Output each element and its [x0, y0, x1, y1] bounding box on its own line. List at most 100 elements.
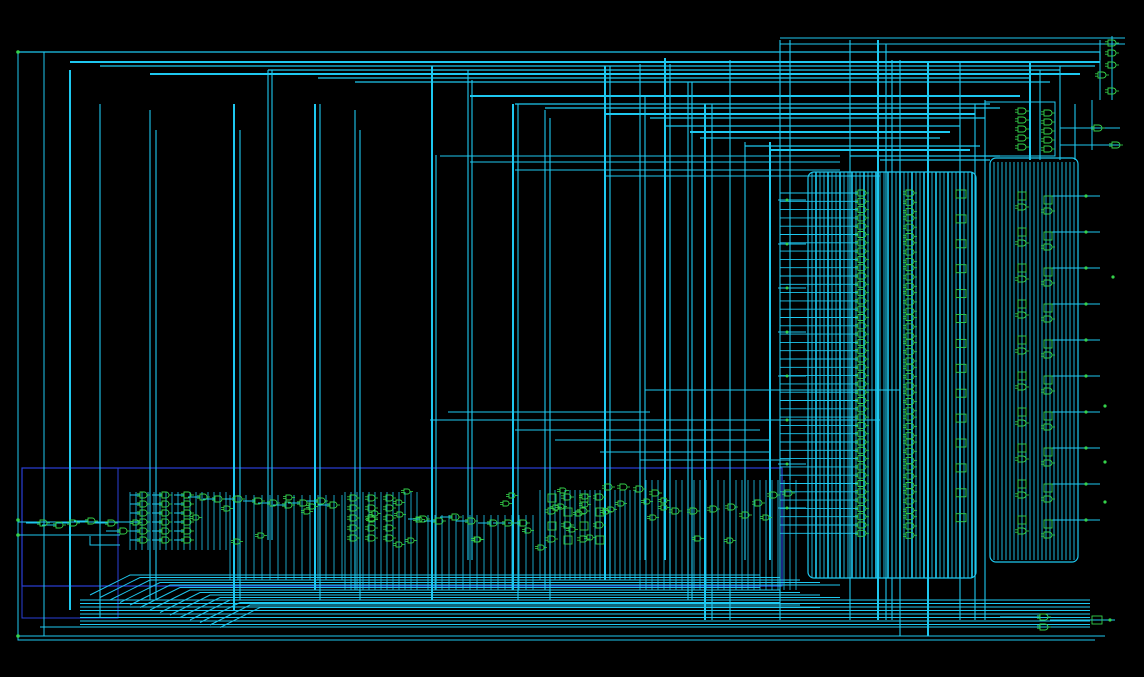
gate-body	[407, 537, 415, 544]
bank-b-frame	[989, 157, 1079, 563]
logic-gate	[855, 247, 869, 255]
gate-body	[857, 264, 867, 272]
gate-body	[1107, 87, 1117, 95]
input-port	[16, 518, 20, 522]
gate-body	[349, 494, 358, 502]
logic-gate	[137, 527, 150, 535]
logic-gate	[190, 514, 202, 521]
flip-flop	[1043, 339, 1053, 349]
gate-body	[1017, 203, 1027, 211]
logic-gate	[393, 499, 405, 506]
gate-body	[1017, 527, 1027, 535]
gate-body	[1017, 383, 1027, 391]
logic-gate	[297, 499, 310, 507]
gate-body	[1043, 351, 1053, 359]
gate-body	[183, 509, 192, 517]
output-port	[1108, 618, 1112, 622]
logic-gate	[137, 491, 150, 499]
logic-gate	[1041, 531, 1055, 539]
logic-gate	[903, 388, 917, 396]
logic-gate	[855, 322, 869, 330]
gate-body	[559, 487, 567, 494]
gate-body	[395, 499, 403, 506]
gate-body	[905, 388, 915, 396]
logic-gate	[465, 517, 478, 525]
gate-body	[905, 398, 915, 405]
logic-gate	[1041, 145, 1055, 153]
gate-body	[1043, 315, 1053, 323]
logic-gate	[687, 507, 700, 515]
gate-body	[905, 298, 915, 306]
gate-body	[857, 446, 867, 454]
flip-flop	[955, 338, 967, 348]
gate-body	[139, 536, 148, 544]
wire	[159, 592, 800, 613]
wire	[129, 584, 840, 606]
logic-gate	[506, 492, 518, 499]
logic-gate	[855, 314, 869, 321]
logic-gate	[855, 264, 869, 272]
gate-body	[349, 514, 358, 522]
logic-gate	[1105, 49, 1119, 57]
gate-body	[69, 519, 78, 527]
gate-body	[857, 529, 867, 537]
input-port	[785, 330, 789, 334]
gate-body	[303, 508, 311, 515]
gate-body	[660, 497, 668, 504]
logic-gate	[137, 500, 150, 508]
gate-body	[1107, 61, 1117, 69]
logic-gate	[577, 507, 590, 515]
gate-body	[857, 405, 867, 413]
input-port	[16, 50, 20, 54]
logic-gate	[231, 538, 243, 545]
gate-body	[139, 509, 148, 517]
flip-flop	[955, 214, 967, 224]
gate-body	[1043, 109, 1053, 117]
logic-gate	[1015, 527, 1029, 535]
output-port	[1103, 460, 1107, 464]
logic-gate	[855, 330, 869, 338]
flip-flop	[1017, 263, 1027, 273]
logic-gate	[855, 338, 869, 346]
gate-body	[617, 500, 625, 507]
gate-body	[563, 493, 572, 501]
gate-body	[1017, 134, 1027, 142]
gate-body	[1017, 491, 1027, 499]
gate-body	[784, 489, 793, 497]
gate-body	[403, 488, 411, 495]
gate-body	[727, 503, 736, 511]
logic-gate	[67, 519, 80, 527]
flip-flop	[955, 488, 967, 498]
logic-gate	[658, 497, 670, 504]
gate-body	[709, 505, 718, 513]
logic-gate	[1041, 243, 1055, 251]
gate-body	[1039, 613, 1049, 621]
logic-gate	[855, 471, 869, 479]
gate-body	[269, 499, 278, 507]
logic-gate	[615, 500, 627, 507]
gate-body	[139, 500, 148, 508]
logic-gate	[383, 514, 396, 522]
logic-gate	[855, 421, 869, 429]
logic-gate	[903, 323, 917, 331]
logic-gate	[105, 519, 118, 527]
logic-gate	[545, 507, 558, 515]
logic-gate	[903, 264, 917, 272]
gate-body	[905, 497, 915, 505]
logic-gate	[903, 522, 917, 530]
logic-gate	[855, 521, 869, 529]
gate-body	[905, 323, 915, 331]
logic-gate	[181, 536, 194, 544]
logic-gate	[1015, 455, 1029, 463]
gate-body	[107, 519, 116, 527]
logic-gate	[365, 524, 378, 532]
gate-body	[385, 494, 394, 502]
gate-body	[857, 189, 867, 197]
flip-flop	[1043, 519, 1053, 529]
flip-flop	[1043, 447, 1053, 457]
logic-gate	[855, 397, 869, 404]
flip-flop	[1043, 375, 1053, 385]
